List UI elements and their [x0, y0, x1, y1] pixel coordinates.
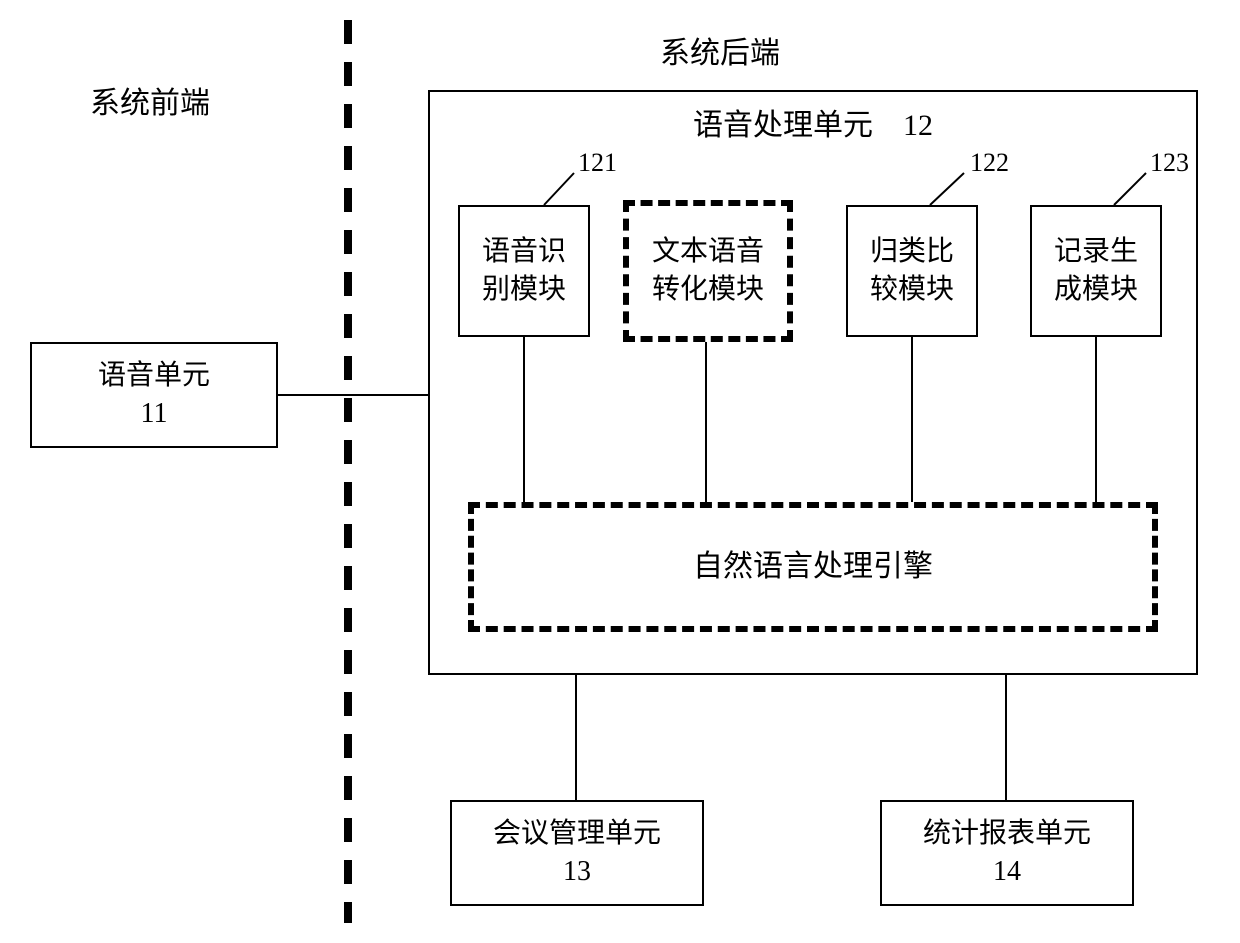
- node-voice-unit: 语音单元 11: [30, 342, 278, 448]
- node-stats-unit: 统计报表单元 14: [880, 800, 1134, 906]
- node-mod-123: 记录生 成模块: [1030, 205, 1162, 337]
- meeting-unit-title: 会议管理单元: [493, 815, 661, 853]
- node-meeting-unit: 会议管理单元 13: [450, 800, 704, 906]
- mod-123-line2: 成模块: [1054, 271, 1138, 309]
- mod-tts-line1: 文本语音: [652, 233, 764, 271]
- mod-122-line1: 归类比: [870, 233, 954, 271]
- node-mod-tts: 文本语音 转化模块: [623, 200, 793, 342]
- mod-121-line2: 别模块: [482, 271, 566, 309]
- mod-tts-line2: 转化模块: [652, 271, 764, 309]
- backend-section-label: 系统后端: [660, 28, 780, 72]
- mod-123-line1: 记录生: [1054, 233, 1138, 271]
- mod-121-line1: 语音识: [482, 233, 566, 271]
- mod-122-id: 122: [970, 148, 1009, 178]
- diagram-stage: 系统前端 系统后端 语音单元 11 语音处理单元 12 语音识 别模块 121 …: [0, 0, 1240, 943]
- node-nlp-engine: 自然语言处理引擎: [468, 502, 1158, 632]
- mod-123-id: 123: [1150, 148, 1189, 178]
- node-voice-unit-num: 11: [141, 395, 168, 433]
- node-mod-121: 语音识 别模块: [458, 205, 590, 337]
- meeting-unit-num: 13: [563, 853, 591, 891]
- nlp-engine-label: 自然语言处理引擎: [693, 547, 933, 588]
- frontend-section-label: 系统前端: [90, 78, 210, 122]
- node-mod-122: 归类比 较模块: [846, 205, 978, 337]
- stats-unit-title: 统计报表单元: [923, 815, 1091, 853]
- proc-unit-num: 12: [903, 109, 933, 142]
- proc-unit-title: 语音处理单元: [693, 109, 873, 142]
- mod-121-id: 121: [578, 148, 617, 178]
- node-voice-unit-title: 语音单元: [98, 357, 210, 395]
- stats-unit-num: 14: [993, 853, 1021, 891]
- mod-122-line2: 较模块: [870, 271, 954, 309]
